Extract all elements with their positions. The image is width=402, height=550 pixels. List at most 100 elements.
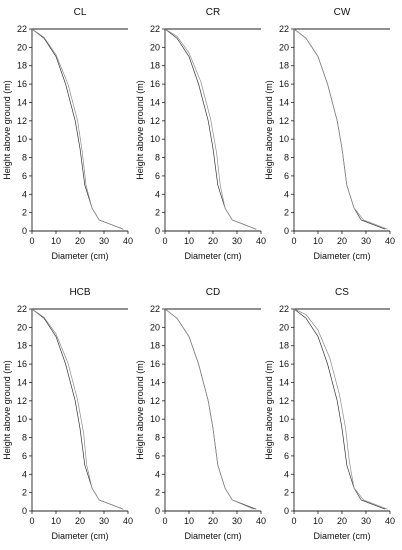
chart-panel-6: CS 0 10 20 30 40 0 2 4 6 8 10 12 14 16 18 20 22 Diameter (… xyxy=(264,287,395,541)
y-tick-label: 14 xyxy=(150,377,160,387)
y-tick-label: 10 xyxy=(279,134,289,144)
y-tick-label: 14 xyxy=(17,97,27,107)
x-tick-label: 20 xyxy=(208,516,218,526)
y-tick-label: 8 xyxy=(155,433,160,443)
y-tick-label: 18 xyxy=(17,341,27,351)
y-tick-label: 2 xyxy=(284,488,289,498)
x-axis-label: Diameter (cm) xyxy=(184,251,241,261)
x-tick-label: 20 xyxy=(75,516,85,526)
y-tick-label: 22 xyxy=(150,24,160,34)
y-tick-label: 10 xyxy=(17,414,27,424)
y-tick-label: 2 xyxy=(22,488,27,498)
y-tick-label: 14 xyxy=(150,97,160,107)
y-tick-label: 20 xyxy=(279,322,289,332)
y-tick-label: 14 xyxy=(279,97,289,107)
y-tick-label: 8 xyxy=(155,153,160,163)
x-tick-label: 20 xyxy=(75,236,85,246)
y-tick-label: 4 xyxy=(22,189,27,199)
x-tick-label: 0 xyxy=(291,516,296,526)
y-tick-label: 22 xyxy=(279,24,289,34)
y-tick-label: 0 xyxy=(284,226,289,236)
x-axis-label: Diameter (cm) xyxy=(51,531,108,541)
x-axis-label: Diameter (cm) xyxy=(313,531,370,541)
y-tick-label: 16 xyxy=(150,359,160,369)
y-axis-label: Height above ground (m) xyxy=(2,360,12,460)
y-tick-label: 20 xyxy=(17,42,27,52)
series-line-2 xyxy=(31,28,124,230)
y-tick-label: 0 xyxy=(22,226,27,236)
y-tick-label: 22 xyxy=(150,304,160,314)
x-tick-label: 0 xyxy=(29,236,34,246)
y-axis-label: Height above ground (m) xyxy=(135,360,145,460)
x-tick-label: 30 xyxy=(232,236,242,246)
chart-panel-5: CD 0 10 20 30 40 0 2 4 6 8 10 12 14 16 18 20 22 Diameter (… xyxy=(135,287,266,541)
y-tick-label: 6 xyxy=(155,451,160,461)
chart-title: CR xyxy=(206,7,220,18)
x-tick-label: 10 xyxy=(184,236,194,246)
y-tick-label: 20 xyxy=(17,322,27,332)
y-tick-label: 20 xyxy=(150,42,160,52)
y-tick-label: 2 xyxy=(155,488,160,498)
series-line-2 xyxy=(293,28,388,230)
x-axis-label: Diameter (cm) xyxy=(51,251,108,261)
y-tick-label: 16 xyxy=(17,79,27,89)
y-tick-label: 16 xyxy=(279,359,289,369)
y-tick-label: 16 xyxy=(150,79,160,89)
y-axis-label: Height above ground (m) xyxy=(264,360,274,460)
x-tick-label: 0 xyxy=(291,236,296,246)
x-tick-label: 0 xyxy=(162,236,167,246)
chart-panel-2: CR 0 10 20 30 40 0 2 4 6 8 10 12 14 16 18 20 22 Diameter (… xyxy=(135,7,266,261)
y-tick-label: 18 xyxy=(279,61,289,71)
x-tick-label: 10 xyxy=(313,516,323,526)
chart-title: CW xyxy=(334,7,351,18)
x-tick-label: 10 xyxy=(184,516,194,526)
x-tick-label: 0 xyxy=(162,516,167,526)
y-tick-label: 6 xyxy=(22,451,27,461)
series-line-1 xyxy=(293,28,386,230)
chart-title: CD xyxy=(206,287,220,298)
x-tick-label: 20 xyxy=(337,516,347,526)
x-tick-label: 40 xyxy=(123,516,133,526)
chart-panel-3: CW 0 10 20 30 40 0 2 4 6 8 10 12 14 16 18 20 22 Diameter (… xyxy=(264,7,395,261)
y-tick-label: 12 xyxy=(150,116,160,126)
y-tick-label: 18 xyxy=(150,341,160,351)
x-tick-label: 30 xyxy=(232,516,242,526)
series-line-1 xyxy=(31,28,124,230)
y-tick-label: 14 xyxy=(17,377,27,387)
y-tick-label: 12 xyxy=(17,116,27,126)
y-tick-label: 2 xyxy=(284,208,289,218)
y-tick-label: 18 xyxy=(17,61,27,71)
series-line-1 xyxy=(164,308,257,510)
x-tick-label: 30 xyxy=(99,236,109,246)
y-tick-label: 0 xyxy=(155,226,160,236)
y-axis-label: Height above ground (m) xyxy=(135,80,145,180)
x-tick-label: 30 xyxy=(361,236,371,246)
y-tick-label: 14 xyxy=(279,377,289,387)
series-line-2 xyxy=(164,28,257,230)
x-tick-label: 10 xyxy=(51,236,61,246)
x-tick-label: 20 xyxy=(208,236,218,246)
y-tick-label: 0 xyxy=(284,506,289,516)
y-tick-label: 20 xyxy=(150,322,160,332)
y-tick-label: 4 xyxy=(284,189,289,199)
y-tick-label: 8 xyxy=(22,153,27,163)
y-tick-label: 10 xyxy=(150,414,160,424)
chart-title: CS xyxy=(335,287,349,298)
x-tick-label: 30 xyxy=(99,516,109,526)
y-tick-label: 12 xyxy=(150,396,160,406)
y-tick-label: 10 xyxy=(279,414,289,424)
y-tick-label: 4 xyxy=(155,469,160,479)
y-tick-label: 16 xyxy=(279,79,289,89)
series-line-1 xyxy=(31,308,124,510)
chart-panel-4: HCB 0 10 20 30 40 0 2 4 6 8 10 12 14 16 18 20 22 Diameter … xyxy=(2,287,133,541)
y-tick-label: 18 xyxy=(150,61,160,71)
y-tick-label: 4 xyxy=(284,469,289,479)
y-tick-label: 18 xyxy=(279,341,289,351)
y-tick-label: 2 xyxy=(155,208,160,218)
x-tick-label: 10 xyxy=(51,516,61,526)
x-axis-label: Diameter (cm) xyxy=(184,531,241,541)
y-axis-label: Height above ground (m) xyxy=(264,80,274,180)
y-tick-label: 4 xyxy=(155,189,160,199)
y-tick-label: 0 xyxy=(22,506,27,516)
